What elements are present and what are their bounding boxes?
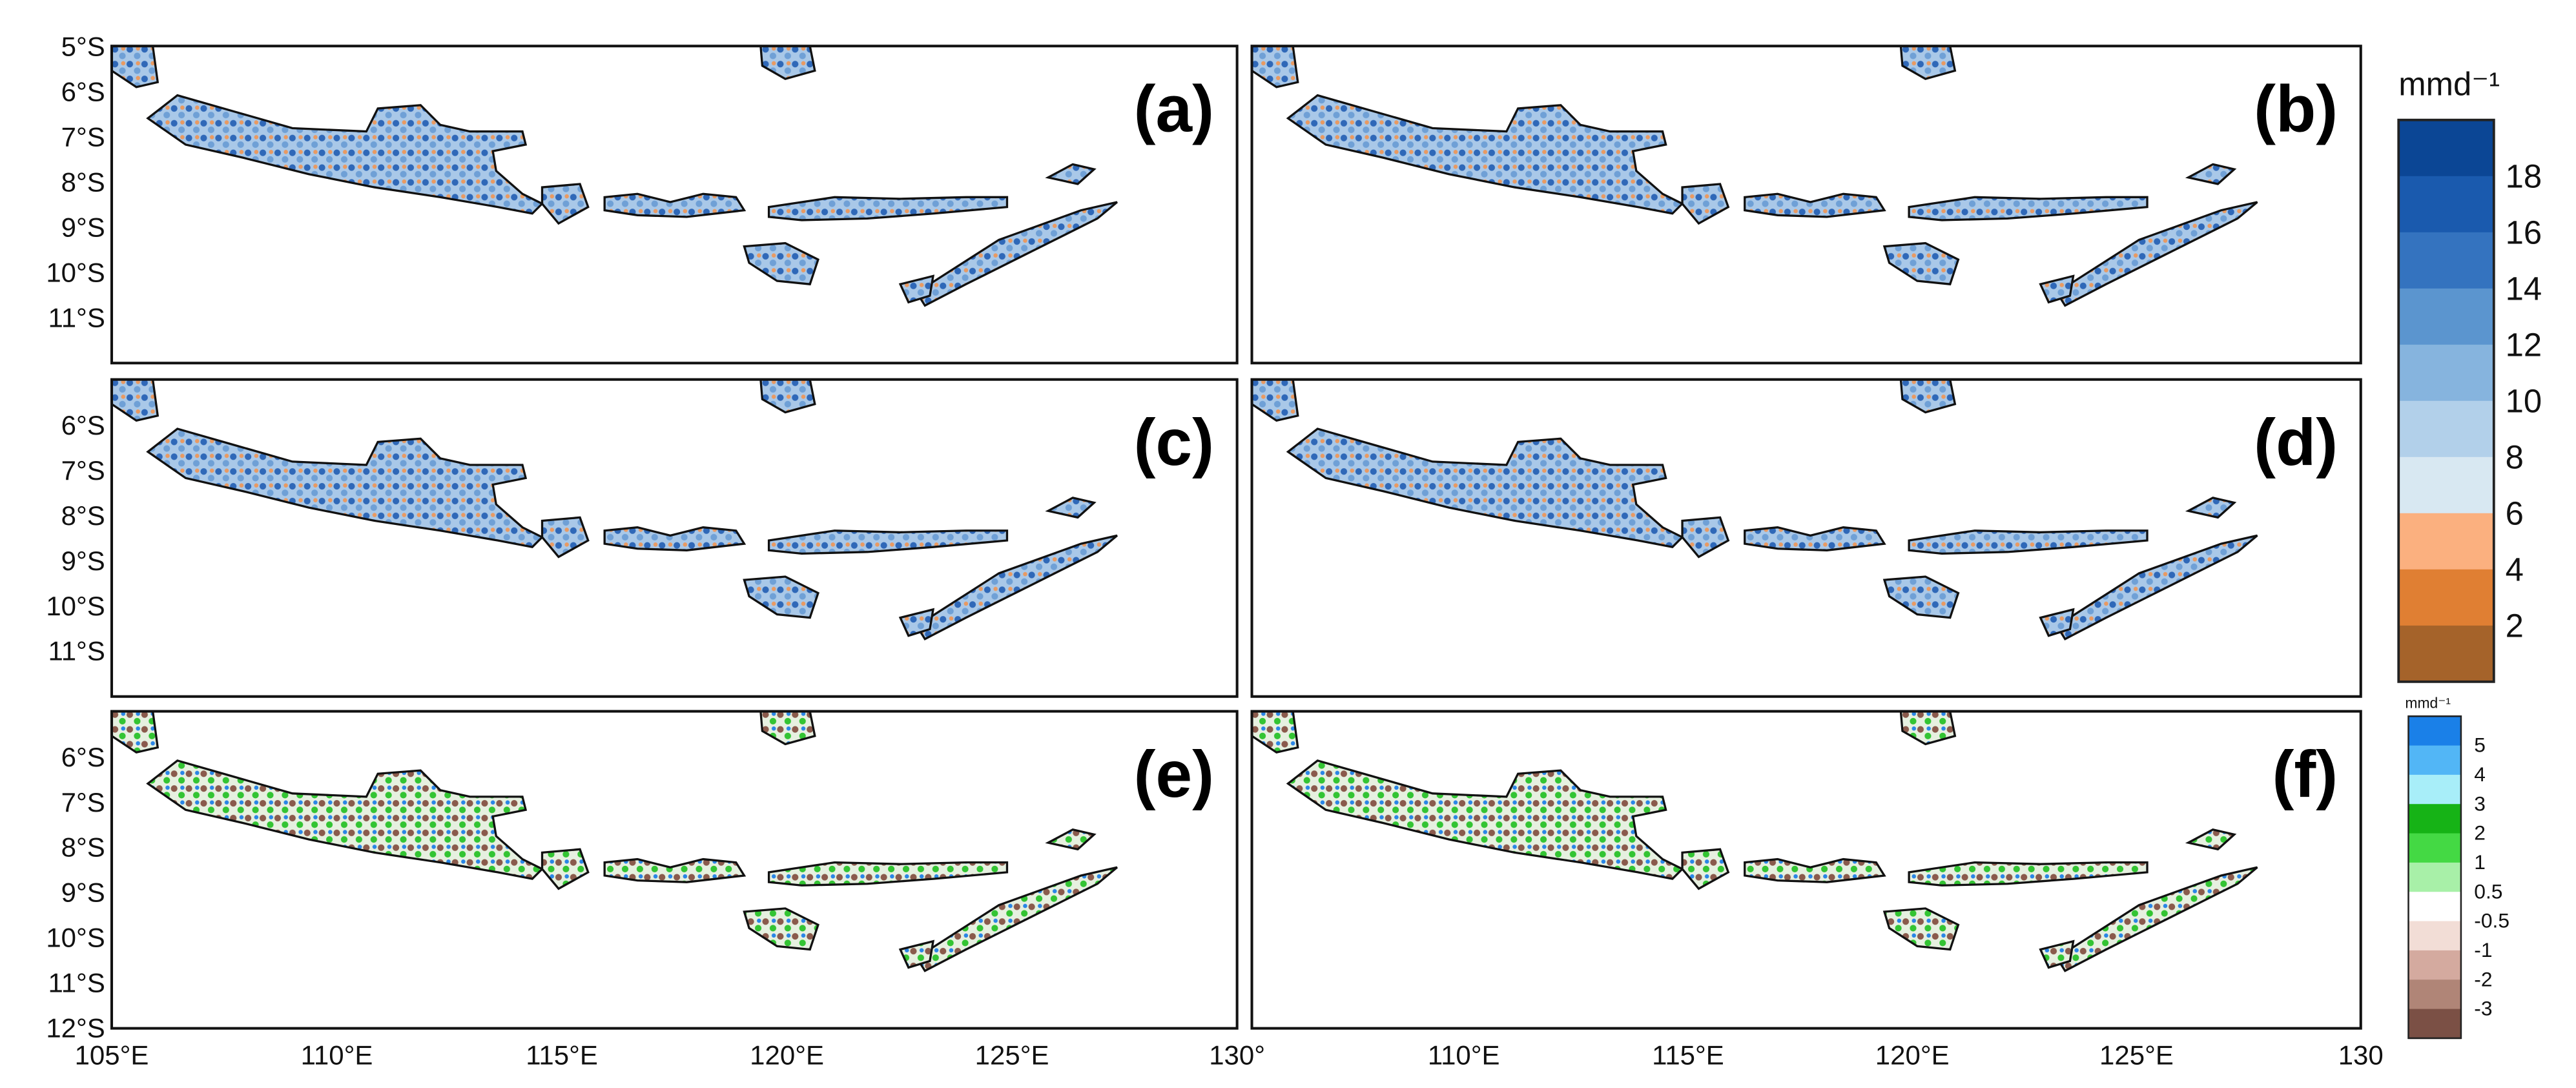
panel-frame [1250,378,2362,698]
colorbar-frame [2407,715,2462,1040]
colorbar-segment [2408,745,2461,776]
colorbar-segment [2408,833,2461,864]
colorbar-label: 2 [2474,821,2486,845]
colorbar-segment [2408,950,2461,981]
colorbar-segment [2408,862,2461,893]
lon-label: 105°E [75,1040,149,1071]
colorbar-segment [2398,119,2494,178]
lat-label: 8°S [61,500,105,531]
colorbar-segment [2408,716,2461,746]
lat-label: 10°S [46,591,105,621]
panel-frame [1250,45,2362,365]
map-panel [111,46,1237,364]
map-panel [1252,379,2361,697]
colorbar-segment [2408,892,2461,922]
lat-label: 7°S [61,455,105,486]
colorbar-segment [2398,400,2494,458]
panel-label: (c) [1134,405,1214,479]
lat-label: 7°S [61,787,105,817]
colorbar-segment [2398,288,2494,346]
colorbar-segment [2408,804,2461,834]
colorbar-label: -3 [2474,997,2492,1020]
colorbar-segment [2398,513,2494,571]
colorbar-label: 0.5 [2474,879,2502,903]
colorbar-label: 3 [2474,792,2486,815]
colorbar-segment [2408,980,2461,1010]
lat-label: 7°S [61,121,105,152]
colorbar-label: 12 [2506,327,2542,364]
panel-label: (a) [1134,72,1214,146]
panel-frame [110,710,1239,1030]
lat-label: 11°S [48,968,105,998]
colorbar-label: -0.5 [2474,909,2509,932]
colorbar-label: 4 [2506,551,2524,588]
colorbar-label: 14 [2506,271,2542,307]
colorbar-segment [2398,344,2494,402]
lat-label: 9°S [61,212,105,242]
lat-label: 6°S [61,742,105,772]
colorbar-title: mmd⁻¹ [2398,66,2500,103]
panel-label: (f) [2272,737,2338,811]
map-panel [111,711,1237,1029]
lat-label: 6°S [61,77,105,107]
colorbar-label: 18 [2506,158,2542,195]
map-panel [1252,46,2361,364]
colorbar-segment [2398,625,2494,683]
lon-label: 110°E [1428,1040,1500,1071]
lon-label: 130° [1209,1040,1265,1071]
panel-frame [110,45,1239,365]
lat-label: 8°S [61,832,105,863]
colorbar-label: 6 [2506,495,2524,532]
lat-label: 8°S [61,167,105,197]
lon-label: 125°E [2099,1040,2174,1071]
colorbar-label: 10 [2506,383,2542,420]
lon-label: 115°E [1652,1040,1724,1071]
colorbar-label: 1 [2474,850,2486,874]
colorbar-label: 16 [2506,214,2542,251]
lat-label: 12°S [46,1013,105,1043]
lon-label: 110°E [301,1040,373,1071]
colorbar-segment [2398,176,2494,234]
lon-label: 120°E [750,1040,824,1071]
lon-label: 130 [2338,1040,2384,1071]
panel-label: (e) [1134,737,1214,811]
colorbar-segment [2398,569,2494,627]
lat-label: 5°S [61,32,105,62]
panel-label: (d) [2254,405,2338,479]
colorbar-frame [2397,118,2495,683]
lat-label: 9°S [61,878,105,908]
colorbar-label: -1 [2474,938,2492,961]
colorbar-segment [2408,774,2461,805]
colorbar-segment [2398,457,2494,515]
lon-label: 125°E [975,1040,1049,1071]
lon-label: 120°E [1875,1040,1950,1071]
lat-label: 10°S [46,923,105,953]
map-panel [111,379,1237,697]
colorbar-segment [2398,232,2494,290]
colorbar-label: 4 [2474,763,2486,786]
colorbar-label: 2 [2506,608,2524,644]
colorbar-label: 8 [2506,439,2524,476]
colorbar-segment [2408,921,2461,952]
panel-label: (b) [2254,72,2338,146]
colorbar-label: -2 [2474,967,2492,990]
lat-label: 11°S [48,636,105,666]
lon-label: 115°E [526,1040,598,1071]
colorbar-label: 5 [2474,734,2486,757]
panel-frame [110,378,1239,698]
panel-frame [1250,710,2362,1030]
lat-label: 10°S [46,257,105,287]
lat-label: 11°S [48,302,105,333]
colorbar-segment [2408,1009,2461,1040]
colorbar-title: mmd⁻¹ [2405,695,2451,712]
lat-label: 6°S [61,410,105,440]
map-panel [1252,711,2361,1029]
lat-label: 9°S [61,546,105,576]
